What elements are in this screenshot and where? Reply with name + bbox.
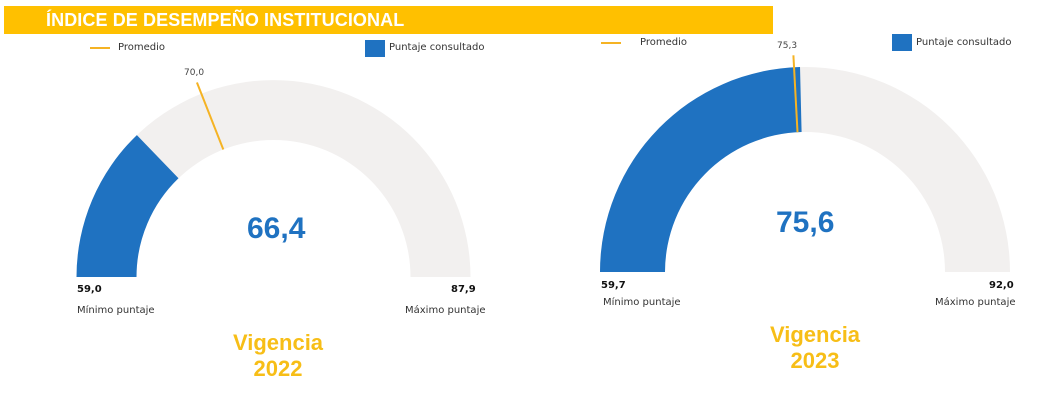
- legend-average-label: Promedio: [640, 37, 688, 48]
- gauge-2022-max-value: 87,9: [451, 284, 476, 295]
- gauge-2022-max-caption: Máximo puntaje: [405, 305, 486, 316]
- vigencia-2023-year: 2023: [790, 348, 840, 373]
- gauge-2023-score-arc: [600, 67, 802, 272]
- legend-average-label: Promedio: [118, 42, 166, 53]
- gauge-2023-min-value: 59,7: [601, 280, 626, 291]
- gauge-2022-score-arc: [76, 135, 179, 277]
- gauge-2022-value: 66,4: [247, 212, 306, 245]
- vigencia-2022-label: Vigencia: [232, 330, 324, 355]
- gauge-2023-min-caption: Mínimo puntaje: [603, 297, 681, 308]
- vigencia-2022: Vigencia 2022: [228, 330, 328, 382]
- legend-score-label: Puntaje consultado: [916, 37, 1012, 48]
- header-bar: ÍNDICE DE DESEMPEÑO INSTITUCIONAL: [4, 6, 773, 34]
- gauge-2023-max-value: 92,0: [989, 280, 1014, 291]
- legend-score-swatch: [892, 34, 912, 51]
- legend-score-label: Puntaje consultado: [389, 42, 485, 53]
- gauge-2023-average-value: 75,3: [777, 41, 798, 51]
- vigencia-2023: Vigencia 2023: [765, 322, 865, 374]
- gauge-2022-min-value: 59,0: [77, 284, 102, 295]
- gauge-2022-min-caption: Mínimo puntaje: [77, 305, 155, 316]
- legend-average-swatch: [601, 42, 621, 44]
- gauge-2022-track: [76, 80, 471, 278]
- vigencia-2022-year: 2022: [253, 356, 303, 381]
- vigencia-2023-label: Vigencia: [769, 322, 861, 347]
- page-title: ÍNDICE DE DESEMPEÑO INSTITUCIONAL: [46, 10, 405, 30]
- legend-score-swatch: [365, 40, 385, 57]
- legend-average-swatch: [90, 47, 110, 49]
- gauge-2022-average-value: 70,0: [184, 68, 205, 78]
- gauge-2023-average-marker: [792, 55, 799, 133]
- gauge-2023-value: 75,6: [776, 206, 835, 239]
- gauge-2023-max-caption: Máximo puntaje: [935, 297, 1016, 308]
- gauge-2022-average-marker: [196, 82, 225, 150]
